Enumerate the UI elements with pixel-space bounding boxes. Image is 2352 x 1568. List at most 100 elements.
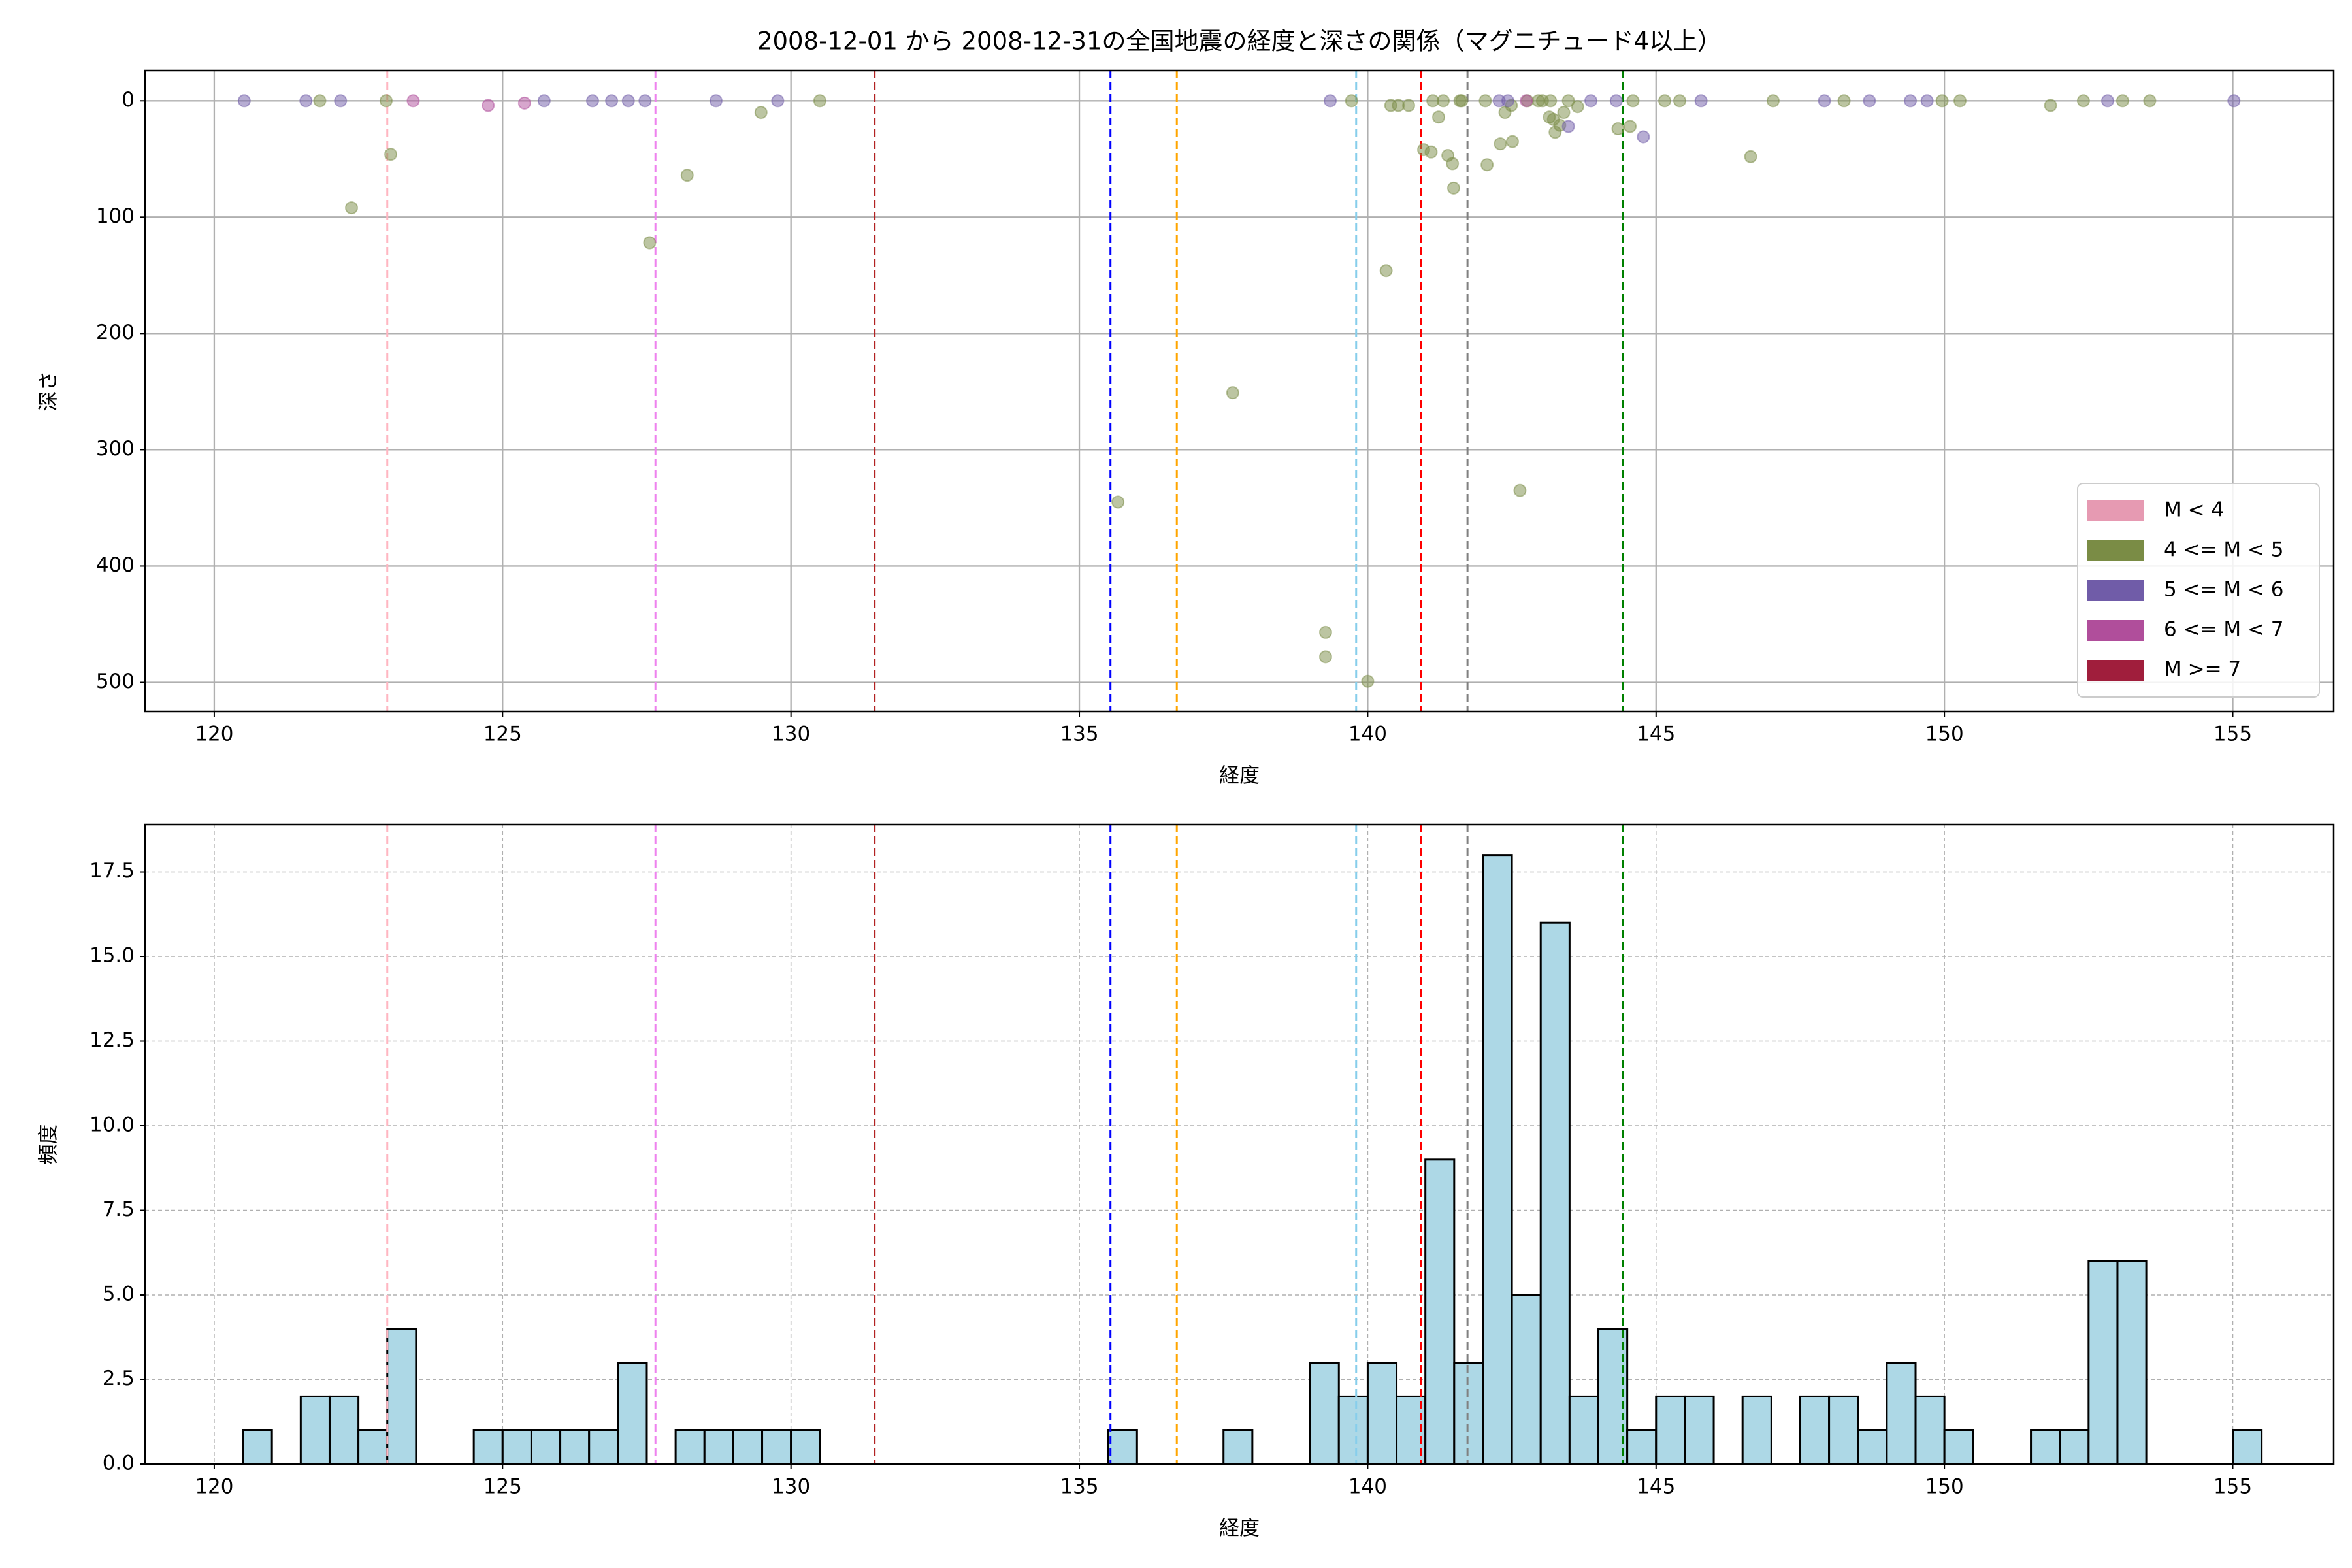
legend-swatch [2087,500,2144,521]
x-tick-label: 145 [1637,1475,1675,1499]
x-tick-label: 150 [1925,1475,1964,1499]
data-point [1557,106,1571,120]
data-point [638,94,652,108]
histogram-bar [1914,1395,1946,1465]
histogram-bar [588,1429,619,1465]
data-point [406,94,420,108]
histogram-bar [1453,1362,1484,1465]
data-point [813,94,826,108]
data-point [1920,94,1934,108]
data-point [1609,94,1623,108]
data-point [1744,150,1757,163]
data-point [1424,145,1438,159]
data-point [1324,94,1337,108]
legend-frame [2077,483,2320,698]
histogram-bar [703,1429,734,1465]
data-point [1513,483,1527,497]
legend-swatch [2087,580,2144,601]
x-tick-label: 145 [1637,723,1675,746]
data-point [334,94,348,108]
data-point [379,94,393,108]
legend-label: M < 4 [2164,498,2224,522]
y-tick-label: 2.5 [103,1367,135,1390]
histogram-bar [1107,1429,1138,1465]
histogram-bar [1539,921,1571,1465]
x-tick-label: 125 [483,723,522,746]
histogram-bar [1309,1362,1340,1465]
data-point [1501,94,1514,108]
x-tick-label: 130 [772,1475,810,1499]
data-point [643,236,657,250]
y-tick-label: 400 [96,553,135,577]
plot-frame [144,823,2335,1465]
histogram-bar [328,1395,360,1465]
y-tick-label: 12.5 [90,1028,135,1052]
x-tick-label: 135 [1060,1475,1098,1499]
data-point [1611,122,1625,136]
data-point [1226,386,1239,400]
x-tick-label: 120 [195,723,233,746]
data-point [709,94,723,108]
x-tick-label: 150 [1925,723,1964,746]
data-point [1571,100,1584,114]
legend-label: 6 <= M < 7 [2164,618,2284,642]
data-point [1658,94,1672,108]
histogram-bar [299,1395,331,1465]
data-point [1543,110,1556,124]
data-point [1766,94,1780,108]
data-point [1520,94,1533,108]
histogram-bar [1482,854,1513,1465]
x-tick-label: 130 [772,723,810,746]
data-point [1904,94,1918,108]
data-point [1561,120,1575,133]
y-tick-label: 100 [96,204,135,228]
legend-swatch [2087,540,2144,561]
legend-swatch [2087,620,2144,641]
y-tick-label: 17.5 [90,859,135,883]
histogram-bar [1741,1395,1772,1465]
data-point [605,94,619,108]
histogram-bar [472,1429,504,1465]
data-point [1561,94,1575,108]
data-point [1111,495,1125,509]
histogram-bar [357,1429,389,1465]
data-point [1535,94,1549,108]
data-point [1637,130,1650,144]
histogram-bar [1626,1429,1658,1465]
histogram-bar [1511,1294,1542,1465]
histogram-bar [732,1429,764,1465]
histogram-bar [1424,1158,1456,1465]
data-point [482,99,495,112]
data-point [1624,120,1637,133]
data-point [586,94,600,108]
data-point [680,169,694,182]
x-tick-label: 155 [2213,1475,2252,1499]
y-tick-label: 500 [96,670,135,693]
histogram-bar [2030,1429,2061,1465]
data-point [1402,99,1416,112]
histogram-bar [761,1429,792,1465]
histogram-bar [1828,1395,1859,1465]
data-point [537,94,551,108]
legend-label: 5 <= M < 6 [2164,578,2284,602]
data-point [313,94,327,108]
data-point [1505,135,1519,148]
data-point [1446,181,1460,195]
data-point [1431,110,1445,124]
histogram-bar [790,1429,821,1465]
data-point [1837,94,1851,108]
histogram-bar [1568,1395,1600,1465]
legend-label: M >= 7 [2164,658,2241,681]
data-point [621,94,635,108]
data-point [1953,94,1967,108]
y-tick-label: 0 [122,88,135,112]
data-point [1694,94,1708,108]
histogram-bar [1337,1395,1369,1465]
histogram-bar [617,1362,648,1465]
y-tick-label: 0.0 [103,1452,135,1475]
data-point [1345,94,1358,108]
histogram-bar [1222,1429,1254,1465]
x-tick-label: 140 [1348,1475,1387,1499]
data-point [2115,94,2129,108]
x-tick-label: 140 [1348,723,1387,746]
